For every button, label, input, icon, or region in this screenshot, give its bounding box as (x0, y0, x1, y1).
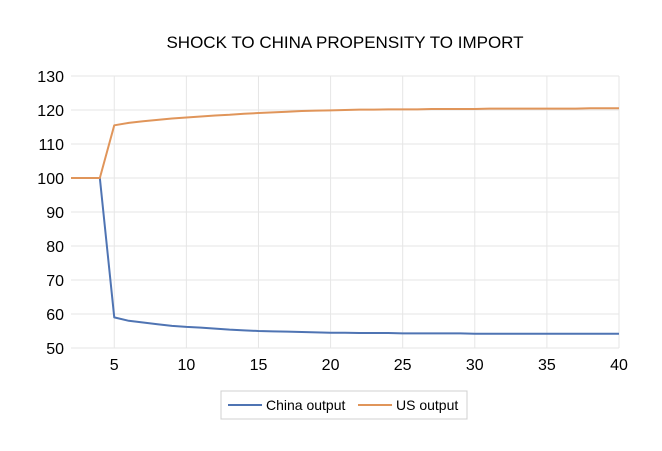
chart-title: SHOCK TO CHINA PROPENSITY TO IMPORT (166, 33, 523, 52)
series-lines (71, 107, 619, 335)
x-tick-label: 40 (610, 357, 628, 374)
x-tick-label: 35 (538, 357, 556, 374)
y-tick-label: 50 (46, 341, 64, 358)
series-line-china-output (71, 177, 619, 335)
y-tick-label: 80 (46, 239, 64, 256)
x-tick-label: 30 (466, 357, 484, 374)
grid-lines (71, 75, 620, 349)
legend-label-us-output: US output (396, 397, 458, 413)
series-line-us-output (71, 107, 619, 179)
y-tick-label: 100 (37, 171, 64, 188)
y-tick-label: 120 (37, 103, 64, 120)
y-tick-label: 130 (37, 69, 64, 86)
x-tick-label: 25 (394, 357, 412, 374)
y-tick-label: 110 (38, 137, 64, 154)
x-tick-label: 5 (110, 357, 119, 374)
x-tick-label: 20 (322, 357, 340, 374)
y-axis-tick-labels: 50 60 70 80 90 100 110 120 130 (37, 69, 64, 358)
legend-label-china-output: China output (266, 397, 346, 413)
y-tick-label: 60 (46, 307, 64, 324)
y-tick-label: 90 (46, 205, 64, 222)
legend: China output US output (220, 390, 468, 420)
y-tick-label: 70 (46, 273, 64, 290)
x-tick-label: 15 (250, 357, 268, 374)
x-axis-tick-labels: 5 10 15 20 25 30 35 40 (110, 357, 628, 374)
x-tick-label: 10 (177, 357, 195, 374)
